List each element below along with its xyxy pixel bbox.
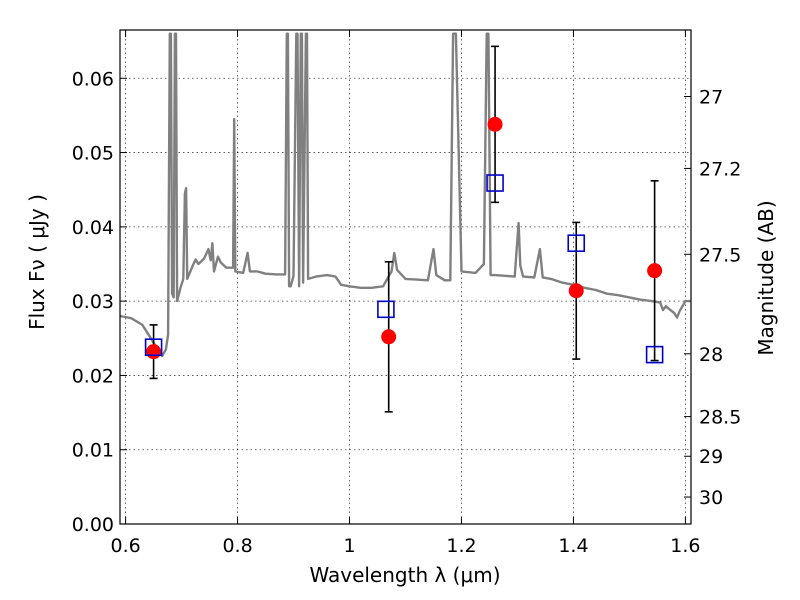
y-tick-label: 0.05 (72, 143, 114, 165)
model-point (377, 300, 395, 319)
observed-point (381, 329, 397, 345)
right-tick-label: 29 (699, 446, 723, 468)
y-axis-title: Flux Fν ( μJy ) (25, 194, 49, 330)
marker-layer (144, 45, 664, 413)
y-tick-label: 0.01 (72, 440, 114, 462)
model-point (567, 234, 586, 252)
observed-point (568, 283, 584, 299)
spectrum-line (120, 32, 691, 358)
right-tick-label: 28 (699, 344, 723, 366)
right-tick-label: 27 (699, 87, 723, 109)
x-tick-label: 1.4 (558, 535, 588, 557)
tick-label-layer: 0.6 0.8 1 1.2 1.4 1.6 0.00 0.01 0.02 0.03 0.04 0.05… (72, 68, 742, 557)
observed-point (647, 263, 663, 279)
y-tick-label: 0.03 (72, 291, 114, 313)
y-tick-label: 0.00 (72, 514, 114, 536)
x-tick-label: 0.8 (222, 535, 252, 557)
right-tick-label: 27.5 (699, 244, 741, 266)
model-point (486, 174, 504, 192)
x-tick-label: 1.2 (446, 535, 476, 557)
right-tick-label: 27.2 (699, 158, 741, 180)
plot-frame (119, 29, 692, 525)
x-axis-title: Wavelength λ (μm) (309, 563, 500, 587)
observed-point (146, 344, 162, 360)
right-tick-label: 30 (699, 487, 723, 509)
spectrum-layer (120, 32, 691, 358)
right-axis-title: Magnitude (AB) (754, 200, 778, 355)
x-tick-label: 0.6 (110, 535, 140, 557)
y-tick-label: 0.02 (72, 365, 114, 387)
model-point (144, 338, 163, 357)
y-tick-label: 0.04 (72, 217, 114, 239)
tick-layer (120, 30, 691, 525)
right-tick-label: 28.5 (699, 407, 741, 429)
y-tick-label: 0.06 (72, 68, 114, 90)
x-tick-label: 1.6 (670, 535, 700, 557)
x-tick-label: 1 (343, 535, 355, 557)
observed-point (487, 116, 503, 132)
model-point (645, 345, 664, 364)
